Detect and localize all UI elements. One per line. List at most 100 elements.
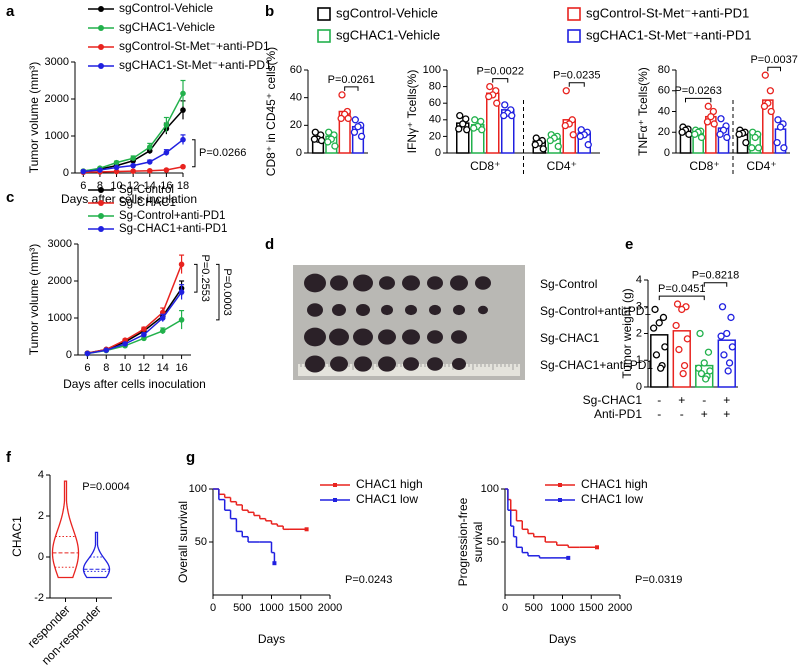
censor-mark bbox=[595, 545, 599, 550]
data-point bbox=[696, 329, 704, 338]
data-point bbox=[310, 135, 319, 143]
data-point bbox=[113, 168, 120, 175]
data-point bbox=[471, 116, 479, 124]
y-axis-label: TNFα⁺ Tcells(%) bbox=[636, 67, 650, 156]
y-tick-label: 4 bbox=[38, 469, 44, 481]
y-tick-label: 1000 bbox=[48, 312, 72, 324]
censor-mark bbox=[566, 555, 571, 560]
data-point bbox=[455, 125, 463, 133]
x-tick-label: 14 bbox=[144, 180, 156, 192]
tumor bbox=[402, 329, 420, 345]
p-value: P=0.0003 bbox=[221, 268, 233, 315]
x-tick-label: 16 bbox=[160, 180, 172, 192]
panel-label: c bbox=[6, 189, 14, 206]
data-point bbox=[659, 313, 668, 322]
data-point bbox=[97, 167, 103, 173]
data-point bbox=[703, 118, 712, 126]
x-tick-label: 6 bbox=[80, 180, 86, 192]
data-point bbox=[760, 102, 769, 110]
data-point bbox=[704, 102, 712, 110]
legend-label: CHAC1 low bbox=[581, 492, 643, 506]
legend-label: sgCHAC1-St-Met⁻+anti-PD1 bbox=[586, 27, 751, 42]
data-point bbox=[685, 130, 693, 138]
x-tick-label: 0 bbox=[210, 602, 216, 614]
data-point bbox=[697, 133, 706, 142]
legend-label: sgCHAC1-Vehicle bbox=[336, 27, 440, 42]
data-point bbox=[159, 328, 166, 334]
data-point bbox=[84, 350, 91, 357]
data-point bbox=[716, 130, 724, 138]
y-axis-label: Tumor volume (mm³) bbox=[27, 62, 41, 174]
y-tick-label: 0 bbox=[636, 381, 642, 393]
legend-label: sgControl-Vehicle bbox=[336, 5, 438, 20]
data-point bbox=[657, 364, 665, 372]
legend-marker bbox=[98, 200, 104, 206]
y-tick-label: 60 bbox=[658, 85, 670, 97]
tumor bbox=[378, 356, 396, 372]
y-tick-label: 20 bbox=[429, 130, 441, 142]
data-point bbox=[159, 315, 166, 321]
y-tick-label: 2000 bbox=[45, 93, 69, 105]
data-point bbox=[694, 364, 703, 372]
data-point bbox=[569, 131, 577, 139]
data-point bbox=[501, 101, 509, 109]
data-point bbox=[773, 138, 781, 147]
y-tick-label: 40 bbox=[658, 105, 670, 117]
data-point bbox=[141, 331, 147, 338]
significance-bracket bbox=[344, 86, 359, 91]
significance-bracket bbox=[194, 263, 198, 293]
data-point bbox=[761, 71, 769, 79]
tumor bbox=[332, 304, 346, 316]
data-point bbox=[727, 313, 735, 322]
y-tick-label: 40 bbox=[429, 114, 441, 126]
tumor bbox=[307, 303, 323, 317]
data-point bbox=[130, 155, 136, 161]
y-tick-label: 0 bbox=[63, 167, 69, 179]
y-tick-label: 60 bbox=[429, 97, 441, 109]
legend-swatch bbox=[317, 7, 331, 21]
y-axis-label: Progression-free bbox=[456, 497, 470, 586]
legend-label: CHAC1 high bbox=[581, 477, 648, 491]
violin-body bbox=[51, 480, 80, 579]
data-point bbox=[554, 142, 562, 151]
x-tick-label: CD4⁺ bbox=[746, 159, 776, 173]
y-tick-label: 20 bbox=[658, 126, 670, 138]
data-point bbox=[717, 115, 725, 123]
data-point bbox=[331, 142, 339, 150]
x-tick-label: 10 bbox=[119, 362, 131, 374]
significance-bracket bbox=[658, 295, 705, 301]
y-tick-label: 2 bbox=[636, 327, 642, 339]
row-label: Sg-CHAC1 bbox=[540, 331, 600, 345]
data-point bbox=[673, 300, 682, 308]
data-point bbox=[146, 167, 153, 174]
y-tick-label: 100 bbox=[189, 483, 207, 495]
y-tick-label: 50 bbox=[195, 536, 207, 548]
x-axis-label: Days bbox=[549, 632, 576, 646]
data-point bbox=[700, 359, 708, 367]
y-tick-label: 0 bbox=[66, 349, 72, 361]
data-point bbox=[478, 126, 486, 134]
data-point bbox=[710, 120, 718, 128]
data-point bbox=[723, 329, 731, 338]
x-tick-label: 1500 bbox=[579, 602, 603, 614]
tumor bbox=[478, 305, 488, 315]
x-tick-label: 1000 bbox=[259, 602, 283, 614]
data-point bbox=[751, 133, 759, 142]
design-sign: - bbox=[657, 393, 661, 407]
p-value: P=0.0022 bbox=[477, 66, 524, 78]
data-point bbox=[486, 82, 494, 91]
data-point bbox=[717, 332, 725, 340]
legend-label: Sg-Control+anti-PD1 bbox=[119, 210, 225, 222]
y-tick-label: 80 bbox=[658, 64, 670, 76]
tumor bbox=[453, 304, 465, 316]
data-point bbox=[562, 87, 570, 95]
data-point bbox=[317, 136, 326, 145]
data-point bbox=[780, 144, 788, 152]
x-tick-label: 500 bbox=[525, 602, 543, 614]
data-point bbox=[720, 351, 728, 359]
data-point bbox=[180, 136, 186, 143]
legend-label: CHAC1 high bbox=[356, 477, 423, 491]
bar bbox=[717, 339, 736, 388]
data-point bbox=[702, 375, 710, 383]
legend-marker bbox=[558, 483, 562, 487]
